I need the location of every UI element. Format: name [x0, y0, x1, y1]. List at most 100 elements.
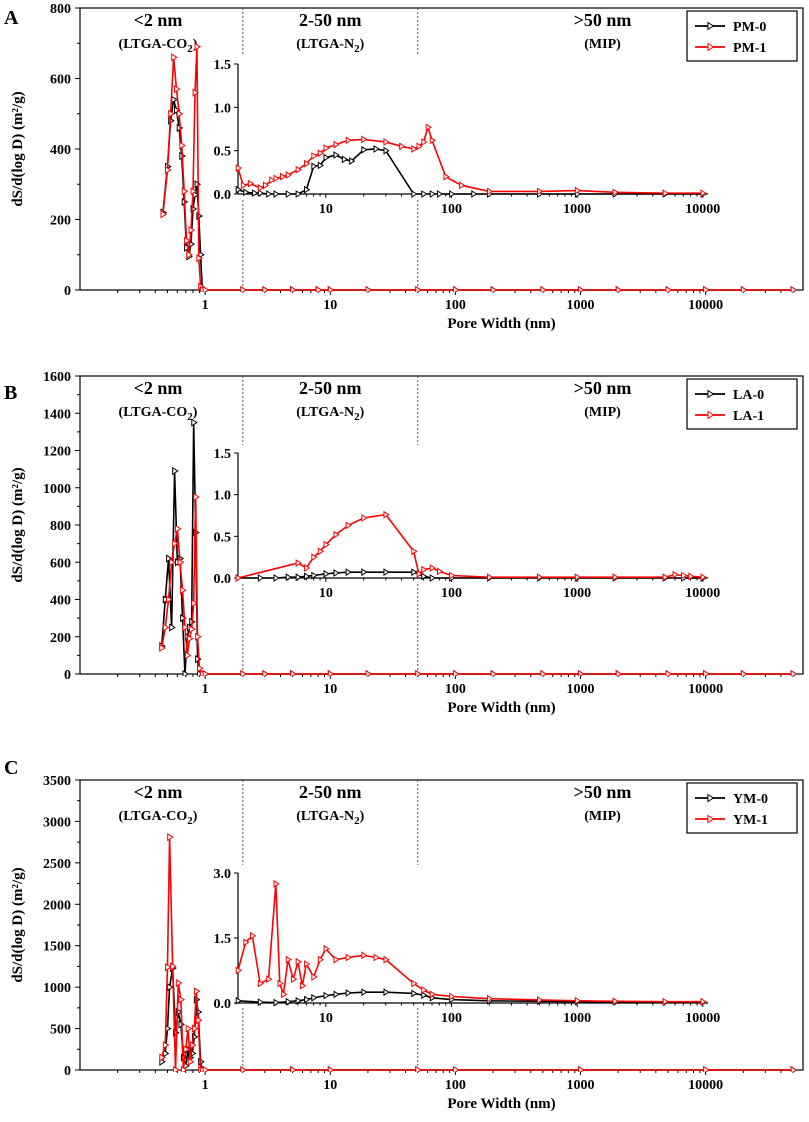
- inset-point-YM-0: [333, 990, 340, 999]
- inset-point-PM-0: [361, 145, 368, 154]
- y-tick-label: 400: [50, 594, 71, 609]
- inset-point-LA-1: [688, 572, 695, 581]
- inset-point-YM-0: [345, 989, 352, 997]
- inset-point-PM-1: [311, 151, 318, 160]
- x-tick-label: 10000: [688, 1078, 723, 1093]
- main-point-LA-1: [195, 632, 202, 641]
- legend-marker: [707, 42, 715, 52]
- main-point-PM-1: [365, 285, 373, 292]
- main-point-LA-1: [187, 634, 194, 643]
- inset-point-PM-0: [252, 189, 259, 198]
- main-point-LA-0: [166, 554, 173, 563]
- inset-point-PM-0: [421, 190, 428, 198]
- inset-point-LA-1: [662, 573, 669, 582]
- inset-y-tick-label: 3.0: [214, 867, 232, 882]
- y-tick-label: 2000: [43, 898, 71, 913]
- main-point-YM-1: [327, 1065, 335, 1072]
- main-point-YM-1: [415, 1065, 422, 1072]
- inset-point-LA-1: [574, 573, 582, 582]
- main-point-PM-1: [315, 285, 323, 292]
- main-point-YM-1: [195, 1016, 203, 1025]
- inset-point-YM-0: [323, 991, 330, 1000]
- main-point-LA-1: [578, 669, 585, 676]
- inset-point-PM-1: [459, 181, 466, 190]
- inset-point-PM-0: [295, 190, 302, 198]
- main-point-PM-1: [192, 88, 200, 97]
- inset-point-PM-1: [411, 145, 418, 153]
- region-label-method: (LTGA-CO2): [119, 405, 198, 423]
- inset-x-tick-label: 10: [319, 1011, 333, 1026]
- inset-point-YM-1: [285, 955, 292, 964]
- inset-x-tick-label: 1000: [563, 1011, 591, 1026]
- inset-point-YM-1: [411, 979, 418, 988]
- inset-point-LA-1: [333, 530, 340, 539]
- inset-point-PM-1: [285, 171, 292, 179]
- inset-point-PM-1: [574, 186, 582, 195]
- x-axis-title: Pore Width (nm): [447, 700, 555, 716]
- x-tick-label: 10000: [688, 298, 723, 313]
- main-point-LA-0: [169, 623, 176, 632]
- inset-point-YM-1: [290, 975, 298, 984]
- inset-point-YM-1: [361, 951, 368, 960]
- inset-point-YM-0: [285, 997, 292, 1006]
- inset-point-LA-1: [681, 571, 688, 580]
- main-point-PM-1: [578, 285, 585, 292]
- inset-point-LA-1: [311, 553, 318, 562]
- x-tick-label: 1000: [567, 1078, 595, 1093]
- inset-point-PM-1: [273, 174, 280, 183]
- y-tick-label: 1200: [43, 445, 71, 460]
- inset-point-LA-1: [672, 570, 679, 579]
- main-point-LA-1: [290, 669, 297, 676]
- inset-point-YM-1: [250, 931, 257, 940]
- main-point-LA-1: [415, 669, 422, 676]
- main-point-PM-1: [615, 285, 623, 292]
- main-point-YM-1: [159, 1053, 166, 1062]
- main-point-LA-1: [169, 558, 176, 567]
- inset-point-YM-1: [421, 986, 428, 994]
- inset-point-LA-0: [273, 574, 280, 582]
- main-point-PM-1: [168, 109, 175, 118]
- inset-point-LA-1: [411, 547, 418, 556]
- main-point-PM-1: [186, 250, 193, 259]
- main-point-YM-1: [189, 1041, 197, 1050]
- main-point-LA-1: [540, 669, 547, 676]
- main-point-PM-1: [540, 285, 547, 292]
- legend: LA-0 LA-1: [686, 378, 798, 430]
- inset-point-YM-0: [383, 988, 390, 997]
- inset-point-PM-0: [437, 190, 444, 198]
- main-point-LA-1: [240, 669, 247, 676]
- legend-marker: [707, 410, 715, 420]
- main-series: [160, 42, 798, 292]
- region-label-method: (LTGA-N2): [296, 809, 364, 827]
- inset-point-PM-0: [333, 151, 340, 159]
- main-point-LA-1: [740, 669, 748, 676]
- inset-point-PM-1: [537, 187, 544, 196]
- main-point-LA-1: [180, 586, 187, 595]
- y-tick-label: 1000: [43, 981, 71, 996]
- inset-point-LA-0: [383, 568, 390, 577]
- inset-point-PM-1: [333, 140, 340, 149]
- x-axis-title: Pore Width (nm): [447, 1096, 555, 1112]
- legend-box: [686, 378, 798, 430]
- legend-label: PM-1: [733, 41, 766, 56]
- inset-point-PM-1: [612, 188, 619, 197]
- x-tick-label: 10000: [688, 682, 723, 697]
- inset-point-PM-0: [373, 145, 380, 153]
- y-tick-label: 3000: [43, 815, 71, 830]
- region-label-range: 2-50 nm: [299, 10, 362, 30]
- inset-point-YM-1: [449, 992, 456, 1001]
- main-point-YM-1: [167, 833, 174, 842]
- inset-point-PM-1: [323, 144, 330, 152]
- main-point-PM-1: [188, 225, 196, 235]
- region-label-range: <2 nm: [134, 782, 183, 802]
- main-point-YM-1: [240, 1065, 247, 1072]
- panel-C: C 0 500 1000 1500 2000 2500 3000 3500 1 10 100 1000 1…: [4, 757, 804, 1112]
- main-point-PM-1: [176, 109, 184, 118]
- main-point-PM-1: [703, 285, 710, 292]
- main-point-LA-1: [193, 492, 200, 502]
- main-point-YM-1: [578, 1065, 585, 1072]
- inset-y-tick-label: 0.0: [214, 997, 232, 1012]
- inset-point-PM-1: [295, 165, 302, 174]
- main-point-LA-1: [174, 524, 182, 533]
